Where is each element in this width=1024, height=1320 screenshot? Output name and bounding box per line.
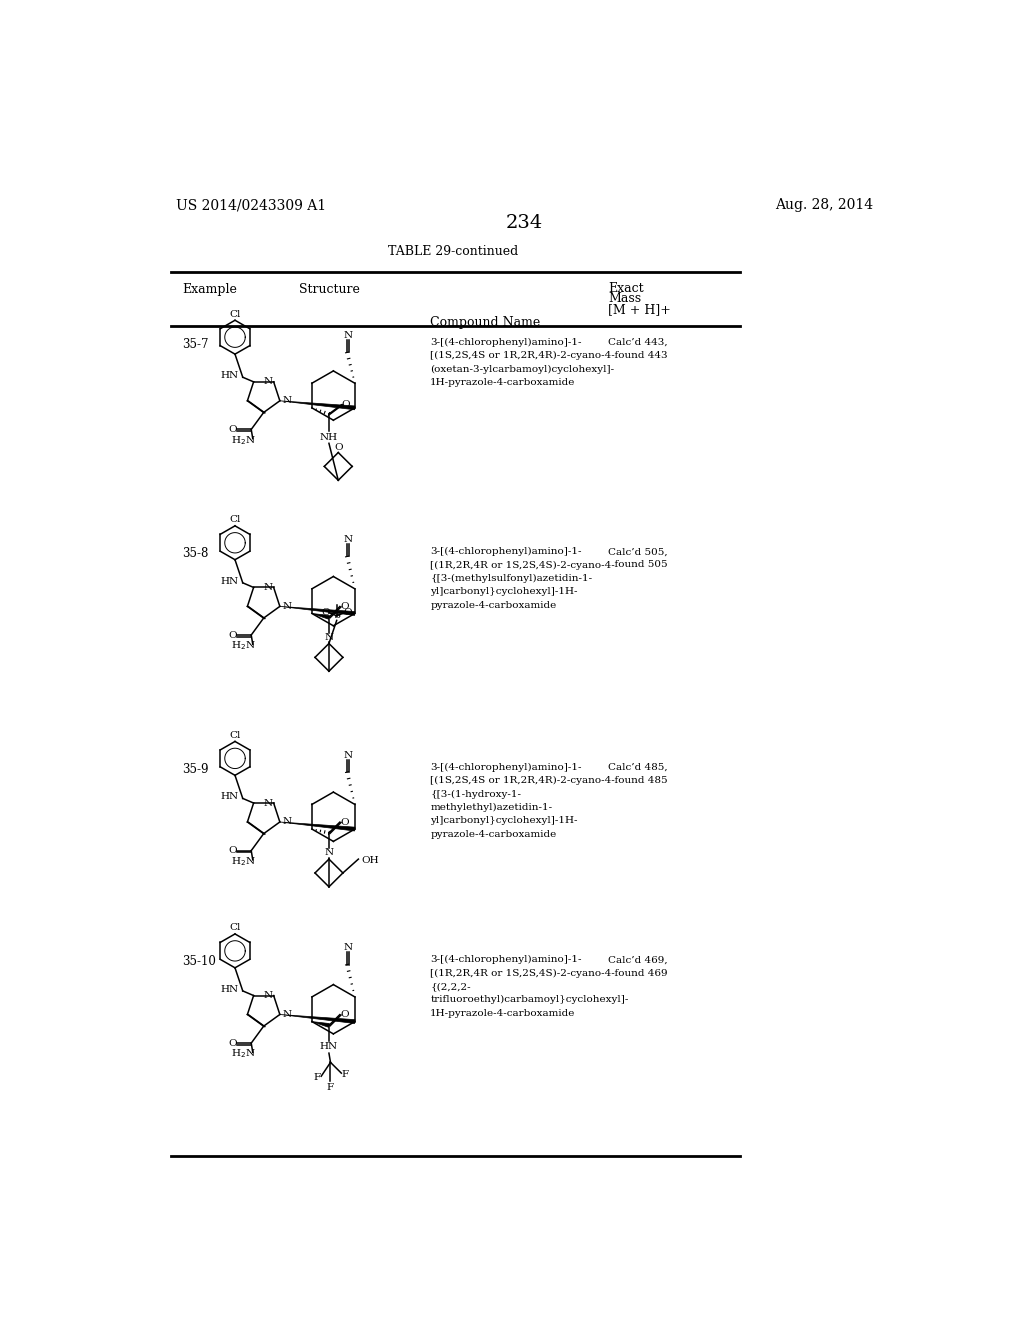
Text: 3-[(4-chlorophenyl)amino]-1-
[(1S,2S,4S or 1R,2R,4R)-2-cyano-4-
(oxetan-3-ylcarb: 3-[(4-chlorophenyl)amino]-1- [(1S,2S,4S … (430, 338, 615, 387)
Polygon shape (312, 1022, 330, 1027)
Text: H$_2$N: H$_2$N (231, 1048, 256, 1060)
Text: O: O (342, 400, 350, 409)
Text: HN: HN (319, 1043, 338, 1052)
Text: O: O (334, 442, 343, 451)
Text: F: F (313, 1073, 321, 1082)
Text: H$_2$N: H$_2$N (231, 434, 256, 446)
Text: N: N (283, 817, 291, 826)
Polygon shape (280, 1015, 355, 1023)
Text: F: F (327, 1082, 334, 1092)
Polygon shape (280, 822, 355, 832)
Text: TABLE 29-continued: TABLE 29-continued (388, 244, 518, 257)
Text: N: N (343, 535, 352, 544)
Text: Cl: Cl (229, 515, 241, 524)
Text: US 2014/0243309 A1: US 2014/0243309 A1 (176, 198, 327, 213)
Text: O: O (228, 846, 237, 855)
Text: HN: HN (220, 985, 239, 994)
Text: Example: Example (182, 284, 238, 296)
Text: Aug. 28, 2014: Aug. 28, 2014 (775, 198, 873, 213)
Text: H$_2$N: H$_2$N (231, 855, 256, 867)
Text: O: O (322, 609, 330, 618)
Text: Compound Name: Compound Name (430, 317, 541, 329)
Text: O: O (340, 817, 349, 826)
Text: N: N (325, 849, 334, 858)
Text: N: N (343, 331, 352, 341)
Text: HN: HN (220, 371, 239, 380)
Text: O: O (228, 425, 237, 434)
Text: HN: HN (220, 577, 239, 586)
Text: 234: 234 (506, 214, 544, 232)
Text: 35-8: 35-8 (182, 548, 209, 560)
Text: Structure: Structure (299, 284, 360, 296)
Text: N: N (264, 799, 272, 808)
Text: N: N (343, 751, 352, 759)
Text: Cl: Cl (229, 923, 241, 932)
Text: 3-[(4-chlorophenyl)amino]-1-
[(1S,2S,4S or 1R,2R,4R)-2-cyano-4-
{[3-(1-hydroxy-1: 3-[(4-chlorophenyl)amino]-1- [(1S,2S,4S … (430, 763, 615, 838)
Text: Calc’d 485,
  found 485: Calc’d 485, found 485 (608, 763, 668, 785)
Text: O: O (228, 631, 237, 639)
Polygon shape (312, 614, 330, 619)
Text: 35-7: 35-7 (182, 338, 209, 351)
Text: N: N (264, 378, 272, 387)
Text: 35-10: 35-10 (182, 956, 216, 969)
Text: O: O (340, 602, 349, 611)
Text: O: O (340, 1010, 349, 1019)
Text: N: N (283, 602, 291, 611)
Text: N: N (343, 944, 352, 952)
Text: F: F (342, 1071, 349, 1080)
Text: [M + H]+: [M + H]+ (608, 304, 672, 317)
Polygon shape (280, 401, 355, 409)
Text: N: N (325, 632, 334, 642)
Text: 3-[(4-chlorophenyl)amino]-1-
[(1R,2R,4R or 1S,2S,4S)-2-cyano-4-
{(2,2,2-
trifluo: 3-[(4-chlorophenyl)amino]-1- [(1R,2R,4R … (430, 956, 629, 1018)
Text: Calc’d 505,
  found 505: Calc’d 505, found 505 (608, 548, 668, 569)
Text: N: N (283, 396, 291, 405)
Text: HN: HN (220, 792, 239, 801)
Text: 35-9: 35-9 (182, 763, 209, 776)
Text: O: O (228, 1039, 237, 1048)
Text: N: N (264, 991, 272, 1001)
Text: Calc’d 469,
  found 469: Calc’d 469, found 469 (608, 956, 668, 978)
Text: H$_2$N: H$_2$N (231, 639, 256, 652)
Text: O: O (343, 609, 352, 618)
Polygon shape (280, 606, 355, 615)
Text: 3-[(4-chlorophenyl)amino]-1-
[(1R,2R,4R or 1S,2S,4S)-2-cyano-4-
{[3-(methylsulfo: 3-[(4-chlorophenyl)amino]-1- [(1R,2R,4R … (430, 548, 615, 610)
Text: NH: NH (319, 433, 338, 442)
Text: N: N (283, 1010, 291, 1019)
Text: Cl: Cl (229, 731, 241, 739)
Text: OH: OH (361, 857, 379, 865)
Text: Exact: Exact (608, 281, 644, 294)
Text: Cl: Cl (229, 310, 241, 318)
Text: N: N (264, 583, 272, 591)
Text: S: S (333, 611, 340, 620)
Text: Mass: Mass (608, 293, 642, 305)
Text: Calc’d 443,
  found 443: Calc’d 443, found 443 (608, 338, 668, 360)
